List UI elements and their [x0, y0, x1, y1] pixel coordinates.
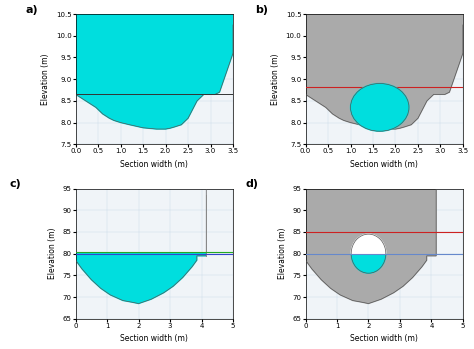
Polygon shape: [76, 14, 233, 129]
Polygon shape: [306, 188, 436, 304]
Text: c): c): [9, 179, 21, 190]
X-axis label: Section width (m): Section width (m): [120, 334, 188, 343]
Text: a): a): [25, 5, 38, 15]
Text: d): d): [246, 179, 259, 190]
Ellipse shape: [350, 83, 409, 131]
Y-axis label: Elevation (m): Elevation (m): [41, 53, 50, 105]
Polygon shape: [76, 254, 206, 304]
X-axis label: Section width (m): Section width (m): [350, 334, 418, 343]
Polygon shape: [306, 14, 463, 129]
Y-axis label: Elevation (m): Elevation (m): [271, 53, 280, 105]
Text: b): b): [255, 5, 268, 15]
X-axis label: Section width (m): Section width (m): [350, 160, 418, 169]
X-axis label: Section width (m): Section width (m): [120, 160, 188, 169]
Polygon shape: [351, 254, 386, 273]
Y-axis label: Elevation (m): Elevation (m): [278, 228, 287, 280]
Y-axis label: Elevation (m): Elevation (m): [48, 228, 57, 280]
Polygon shape: [351, 234, 386, 254]
